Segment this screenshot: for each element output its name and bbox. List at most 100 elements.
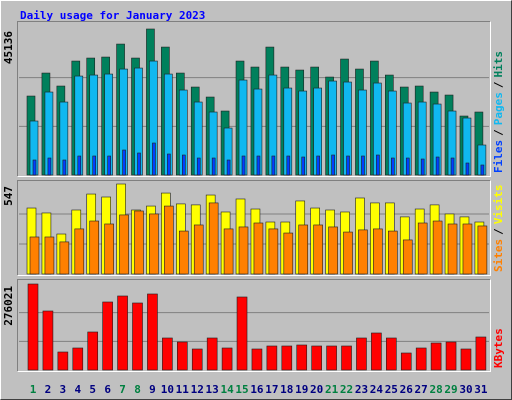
x-tick-label: 15: [235, 383, 248, 396]
bar: [388, 230, 398, 275]
bar: [415, 347, 427, 371]
bar: [221, 347, 233, 371]
bar: [164, 205, 174, 275]
bar: [196, 157, 201, 176]
legend-entry: Sites: [492, 239, 505, 272]
bar: [402, 239, 413, 275]
bar: [62, 159, 67, 176]
bar: [420, 158, 425, 176]
bar: [343, 231, 353, 275]
bar: [311, 345, 322, 371]
bar: [223, 228, 234, 275]
x-tick-label: 9: [149, 383, 156, 396]
y-tick-label: 276021: [2, 286, 15, 326]
bar: [92, 155, 97, 176]
bar: [328, 226, 338, 275]
bar: [376, 154, 380, 176]
legend: KBytes: [492, 328, 505, 368]
bar: [271, 155, 276, 176]
x-tick-label: 22: [340, 383, 353, 396]
bar: [107, 155, 111, 176]
x-tick-label: 1: [30, 383, 37, 396]
x-tick-label: 5: [89, 383, 96, 396]
bar: [241, 155, 246, 176]
bar: [326, 345, 337, 371]
bar: [405, 157, 410, 176]
legend: Sites / Visits: [492, 185, 505, 273]
legend-separator: /: [492, 81, 505, 88]
x-tick-label: 21: [325, 383, 339, 396]
x-tick-label: 2: [45, 383, 52, 396]
bar: [193, 224, 204, 275]
bar: [301, 156, 306, 176]
bar: [356, 337, 367, 371]
x-tick-label: 4: [74, 383, 81, 396]
legend-separator: /: [492, 129, 505, 136]
panel-bevel: [17, 180, 491, 276]
bar: [149, 213, 159, 275]
x-tick-label: 10: [161, 383, 174, 396]
x-tick-label: 17: [265, 383, 278, 396]
x-tick-label: 7: [119, 383, 126, 396]
bar: [480, 164, 485, 176]
bar: [296, 344, 308, 371]
bar: [167, 153, 171, 176]
bar: [462, 223, 473, 275]
panel-bevel: [17, 180, 491, 276]
bar: [465, 162, 470, 176]
bar: [286, 155, 291, 176]
bar: [313, 224, 323, 275]
bar: [29, 236, 40, 275]
bar: [400, 352, 412, 371]
bar: [268, 228, 279, 275]
legend-entry: Pages: [492, 92, 505, 125]
chart-title: Daily usage for January 2023: [20, 9, 205, 22]
bar: [358, 229, 368, 275]
bar: [331, 154, 335, 176]
bar: [208, 202, 219, 275]
bar: [445, 341, 457, 371]
bar: [386, 337, 397, 371]
bar: [27, 283, 39, 371]
x-tick-label: 29: [444, 383, 457, 396]
bar: [238, 226, 249, 275]
bar: [283, 232, 294, 275]
bar: [430, 342, 442, 371]
bar: [132, 302, 143, 371]
x-tick-label: 31: [474, 383, 488, 396]
bar: [256, 155, 261, 176]
y-tick-label: 547: [2, 186, 15, 206]
bar: [191, 348, 203, 371]
bar: [117, 295, 128, 371]
bar: [182, 154, 186, 176]
bar: [137, 152, 141, 176]
y-tick-label: 45136: [2, 31, 15, 64]
x-tick-label: 13: [206, 383, 219, 396]
x-tick-label: 12: [191, 383, 204, 396]
x-tick-label: 27: [415, 383, 428, 396]
x-tick-label: 16: [250, 383, 264, 396]
bar: [74, 228, 85, 275]
bar: [102, 301, 113, 371]
x-tick-label: 30: [459, 383, 472, 396]
bar: [251, 348, 263, 371]
bar: [162, 337, 173, 371]
bar: [316, 155, 320, 176]
x-tick-label: 24: [370, 383, 384, 396]
bar: [253, 222, 264, 275]
panel-bevel: [17, 21, 491, 177]
bar: [87, 331, 99, 371]
bar: [119, 214, 129, 275]
x-tick-label: 6: [104, 383, 111, 396]
bar: [447, 223, 458, 275]
bar: [361, 155, 365, 176]
legend-entry: Visits: [492, 185, 505, 225]
bar: [89, 220, 100, 275]
bar: [32, 159, 37, 176]
bar: [104, 223, 114, 275]
panel-bevel: [17, 279, 491, 372]
bar: [77, 155, 82, 176]
panel-bevel: [17, 279, 491, 372]
legend-entry: Hits: [492, 51, 505, 78]
